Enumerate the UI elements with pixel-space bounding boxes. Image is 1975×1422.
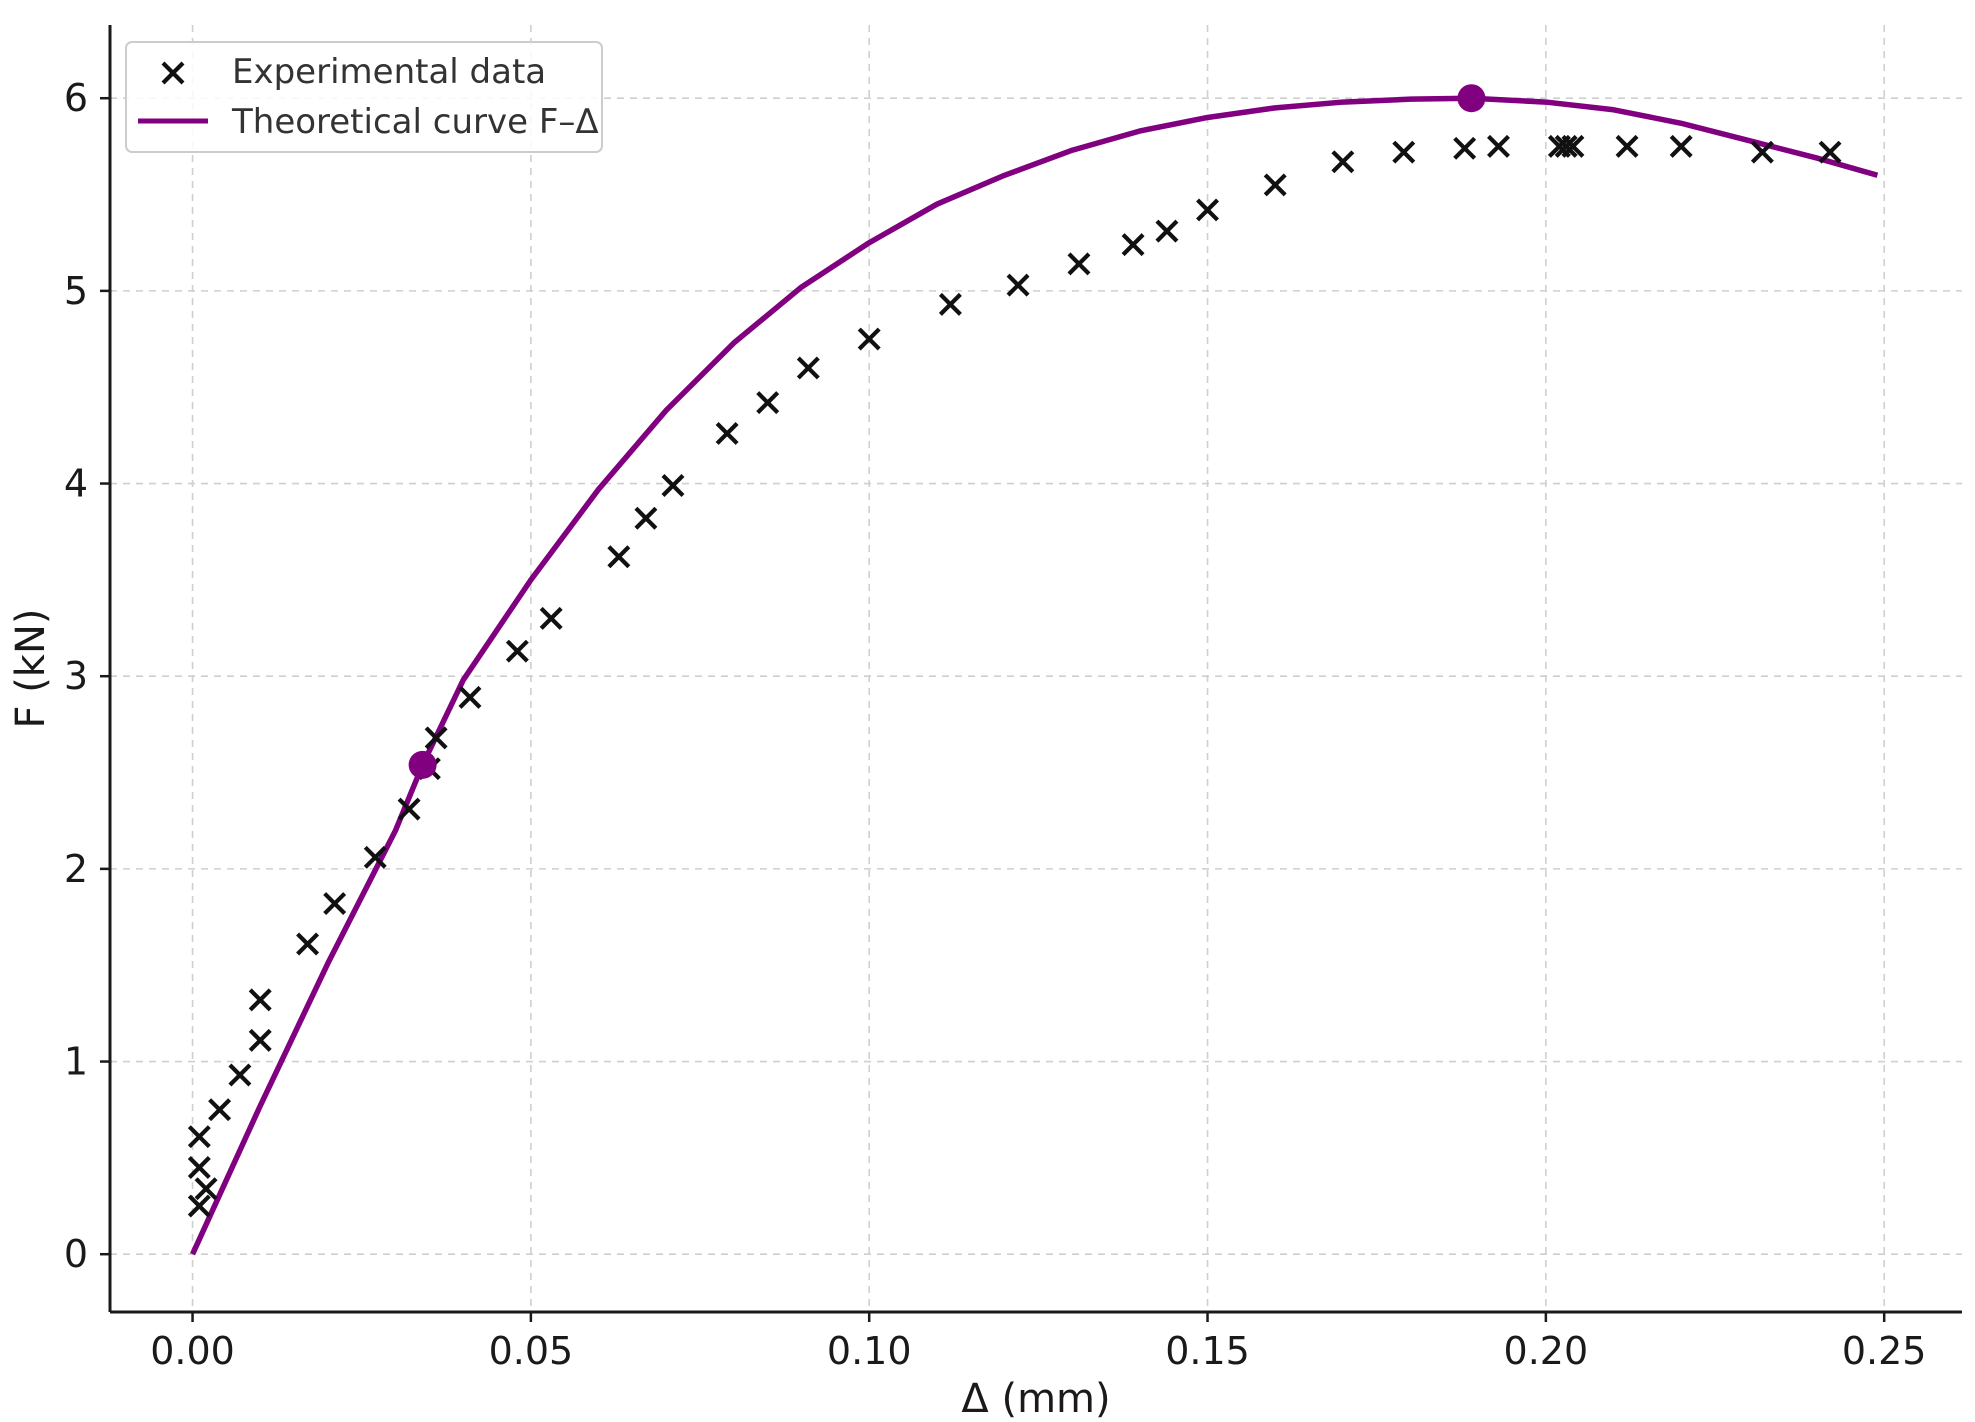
legend-label-theoretical: Theoretical curve F–Δ [231,102,599,142]
y-axis-label: F (kN) [8,608,54,728]
y-tick-label: 0 [64,1232,88,1276]
legend-label-experimental: Experimental data [232,52,546,92]
experimental-data-point [634,506,658,530]
experimental-data-point [505,639,529,663]
experimental-data-point [458,685,482,709]
experimental-data-point [715,421,739,445]
highlight-points-layer [408,84,1486,779]
experimental-data-point [194,1177,218,1201]
y-tick-label: 4 [64,462,88,506]
experimental-data-point [397,797,421,821]
experimental-data-point [1196,198,1220,222]
y-tick-label: 1 [64,1040,88,1084]
experimental-data-point [1818,140,1842,164]
experimental-data-point [607,545,631,569]
experimental-data-point [187,1125,211,1149]
experimental-data-point [248,988,272,1012]
y-tick-label: 3 [64,654,88,698]
legend: Experimental data Theoretical curve F–Δ [125,41,603,153]
x-tick-label: 0.10 [827,1329,912,1373]
x-tick-label: 0.05 [489,1329,574,1373]
experimental-data-point [756,391,780,415]
experimental-data-point [796,356,820,380]
legend-box [125,41,603,153]
experimental-data-point [1263,173,1287,197]
experimental-data-point [296,932,320,956]
experimental-data-point [1554,134,1578,158]
experimental-data-point [248,1028,272,1052]
experimental-data-point [539,606,563,630]
y-tick-label: 5 [64,269,88,313]
y-tick-label: 6 [64,76,88,120]
experimental-data-point [938,292,962,316]
tick-labels: 0.00 0.05 0.10 0.15 0.20 0.25 0 1 2 3 4 5 6 [64,76,1927,1373]
experimental-data-point [1750,140,1774,164]
experimental-data-layer [187,134,1842,1218]
x-tick-label: 0.15 [1165,1329,1250,1373]
experimental-data-point [1487,134,1510,158]
experimental-data-point [228,1063,252,1087]
experimental-data-point [424,726,448,750]
experimental-data-point [857,327,881,351]
x-axis-label: Δ (mm) [961,1376,1110,1422]
experimental-data-point [1006,273,1030,297]
x-tick-label: 0.25 [1842,1329,1927,1373]
experimental-data-point [661,473,685,497]
legend-x-symbol [161,61,185,85]
x-tick-label: 0.20 [1504,1329,1589,1373]
experimental-data-point [208,1098,232,1122]
experimental-data-point [1067,252,1091,276]
y-tick-label: 2 [64,847,88,891]
experimental-data-point [323,892,347,916]
axes [100,25,1962,1322]
experimental-data-point [187,1156,211,1179]
highlight-point [1457,84,1486,113]
x-tick-label: 0.00 [150,1329,235,1373]
grid [110,25,1962,1312]
experimental-data-point [1392,140,1416,164]
experimental-data-point [1155,219,1179,243]
highlight-point [408,750,437,779]
legend-x-marker [161,61,185,85]
experimental-data-point [1453,136,1477,160]
experimental-data-point [1669,134,1693,158]
experimental-data-point [1331,150,1355,174]
experimental-data-point [1561,134,1585,158]
experimental-data-point [363,845,387,869]
experimental-data-point [187,1194,211,1218]
experimental-data-point [1121,233,1145,257]
experimental-data-point [1615,134,1639,158]
